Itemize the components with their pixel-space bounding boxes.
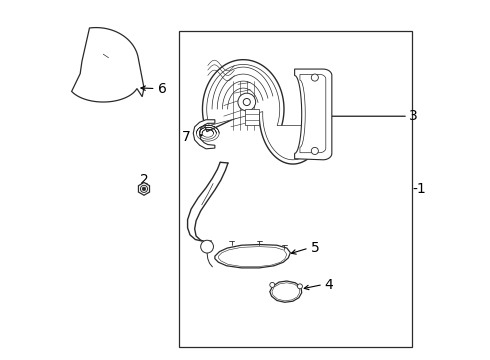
Polygon shape xyxy=(207,64,322,160)
Polygon shape xyxy=(245,109,259,125)
Polygon shape xyxy=(193,120,215,149)
Text: 4: 4 xyxy=(324,278,333,292)
Polygon shape xyxy=(219,247,287,266)
Ellipse shape xyxy=(297,284,302,289)
Text: 6: 6 xyxy=(158,82,167,95)
Ellipse shape xyxy=(141,185,147,192)
Ellipse shape xyxy=(238,93,256,111)
Polygon shape xyxy=(294,69,332,160)
Ellipse shape xyxy=(311,74,318,81)
Ellipse shape xyxy=(311,147,318,154)
Polygon shape xyxy=(72,28,144,102)
Ellipse shape xyxy=(270,283,275,287)
Ellipse shape xyxy=(142,187,146,191)
Polygon shape xyxy=(300,75,326,153)
Ellipse shape xyxy=(243,99,250,105)
Polygon shape xyxy=(139,183,149,195)
Text: 7: 7 xyxy=(182,130,191,144)
Ellipse shape xyxy=(201,240,214,253)
Text: 2: 2 xyxy=(140,173,148,187)
Polygon shape xyxy=(202,60,326,164)
Polygon shape xyxy=(215,244,291,268)
Polygon shape xyxy=(272,283,299,301)
Text: 3: 3 xyxy=(409,109,418,123)
Polygon shape xyxy=(270,281,302,302)
Text: -1: -1 xyxy=(412,182,426,196)
Text: 5: 5 xyxy=(311,241,319,255)
